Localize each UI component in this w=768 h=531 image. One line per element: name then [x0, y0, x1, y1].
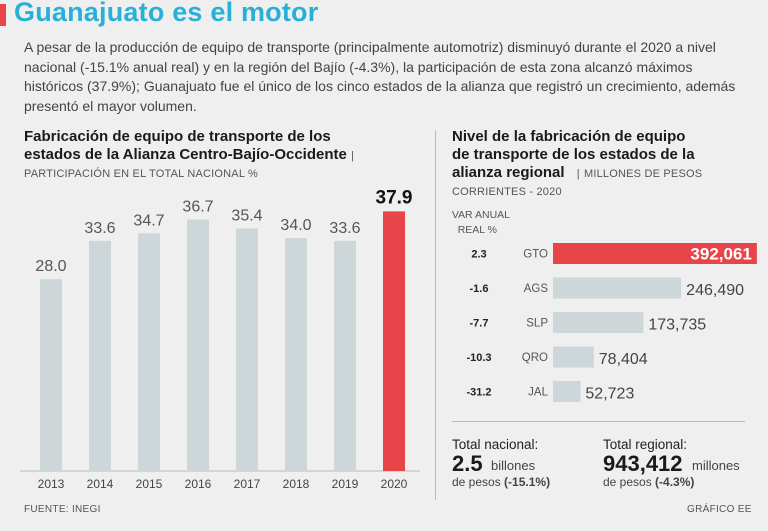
right-chart-separator: | — [576, 168, 580, 180]
bar-2020 — [383, 211, 405, 471]
national-total-note: de pesos (-15.1%) — [452, 475, 550, 489]
bar-value-label-2014: 33.6 — [84, 220, 115, 237]
var-value-SLP: -7.7 — [470, 318, 489, 330]
year-tick-label-2018: 2018 — [283, 477, 310, 491]
bar-2014 — [89, 240, 111, 471]
national-total-label: Total nacional: — [452, 437, 539, 452]
source-note: FUENTE: INEGI — [24, 504, 101, 515]
bar-2013 — [40, 279, 62, 471]
right-chart-title-line2: de transporte de los estados de la — [452, 146, 695, 163]
bar-value-label-2015: 34.7 — [133, 212, 164, 229]
bar-value-label-2013: 28.0 — [35, 258, 66, 275]
intro-paragraph: A pesar de la producción de equipo de tr… — [24, 39, 736, 114]
regional-total-value: 943,412 — [603, 451, 683, 476]
right-chart-title-line3: alianza regional — [452, 164, 565, 181]
right-bar-chart: VAR ANUAL REAL % 2.3 GTO 392,061 -1.6 AGS 246,4… — [452, 209, 757, 403]
year-tick-label-2013: 2013 — [38, 477, 65, 491]
year-tick-label-2017: 2017 — [234, 477, 261, 491]
regional-note-pct: (-4.3%) — [655, 475, 695, 489]
national-total-unit: billones — [491, 458, 536, 473]
right-chart-title-line3-row: alianza regional | MILLONES DE PESOS — [452, 164, 752, 183]
title-accent-bar — [0, 4, 6, 26]
bar-2015 — [138, 233, 160, 471]
regional-note-text: de pesos — [603, 475, 652, 489]
state-label-GTO: GTO — [523, 249, 548, 261]
national-note-text: de pesos — [452, 475, 501, 489]
national-total-value: 2.5 — [452, 451, 483, 476]
bar-value-label-2020: 37.9 — [376, 187, 413, 208]
left-chart-title-line2: estados de la Alianza Centro-Bajío-Occid… — [24, 146, 347, 163]
hbar-GTO — [553, 243, 757, 264]
var-value-JAL: -31.2 — [466, 387, 491, 399]
hbar-JAL — [553, 381, 581, 402]
state-label-AGS: AGS — [524, 283, 549, 295]
hbar-value-label-SLP: 173,735 — [648, 317, 706, 334]
bar-2016 — [187, 219, 209, 471]
var-header-line2: REAL % — [458, 224, 497, 236]
var-header-line1: VAR ANUAL — [452, 209, 510, 221]
hbar-value-label-AGS: 246,490 — [686, 282, 744, 299]
hbar-value-label-GTO: 392,061 — [690, 245, 751, 264]
horizontal-divider — [452, 421, 745, 422]
left-chart-separator: | — [351, 150, 355, 162]
left-chart-title-line2-row: estados de la Alianza Centro-Bajío-Occid… — [24, 146, 434, 165]
right-chart-title: Nivel de la fabricación de equipo de tra… — [452, 128, 752, 183]
left-bar-chart: 28.0 2013 33.6 2014 34.7 2015 36.7 2016 35.4 2017… — [20, 187, 420, 491]
bar-value-label-2017: 35.4 — [231, 208, 262, 225]
left-chart-title: Fabricación de equipo de transporte de l… — [24, 128, 434, 165]
right-chart-subtitle-b: CORRIENTES - 2020 — [452, 186, 562, 198]
year-tick-label-2019: 2019 — [332, 477, 359, 491]
year-tick-label-2020: 2020 — [381, 477, 408, 491]
var-value-GTO: 2.3 — [471, 249, 486, 261]
hbar-SLP — [553, 312, 644, 333]
vertical-divider — [435, 130, 436, 500]
regional-total-unit: millones — [692, 458, 740, 473]
bar-value-label-2019: 33.6 — [329, 220, 360, 237]
hbar-AGS — [553, 277, 682, 299]
state-label-SLP: SLP — [526, 318, 548, 330]
right-chart-title-line1: Nivel de la fabricación de equipo — [452, 128, 686, 145]
state-label-QRO: QRO — [522, 352, 548, 364]
bar-2019 — [334, 240, 356, 471]
credit-note: GRÁFICO EE — [687, 504, 752, 515]
regional-total-label: Total regional: — [603, 437, 688, 452]
year-tick-label-2015: 2015 — [136, 477, 163, 491]
page-title: Guanajuato es el motor — [14, 0, 319, 27]
hbar-value-label-JAL: 52,723 — [585, 386, 634, 403]
bar-2018 — [285, 238, 307, 471]
var-value-QRO: -10.3 — [466, 352, 491, 364]
state-label-JAL: JAL — [528, 387, 548, 399]
left-chart-title-line1: Fabricación de equipo de transporte de l… — [24, 128, 331, 145]
year-tick-label-2016: 2016 — [185, 477, 212, 491]
var-value-AGS: -1.6 — [470, 283, 489, 295]
national-note-pct: (-15.1%) — [504, 475, 551, 489]
bar-value-label-2016: 36.7 — [182, 199, 213, 216]
right-chart-subtitle-a: MILLONES DE PESOS — [583, 168, 703, 180]
year-tick-label-2014: 2014 — [87, 477, 114, 491]
hbar-value-label-QRO: 78,404 — [599, 351, 648, 368]
bar-2017 — [236, 228, 258, 471]
regional-total-note: de pesos (-4.3%) — [603, 475, 694, 489]
bar-value-label-2018: 34.0 — [280, 217, 311, 234]
hbar-QRO — [553, 346, 594, 368]
left-chart-subtitle: PARTICIPACIÓN EN EL TOTAL NACIONAL % — [24, 168, 258, 180]
